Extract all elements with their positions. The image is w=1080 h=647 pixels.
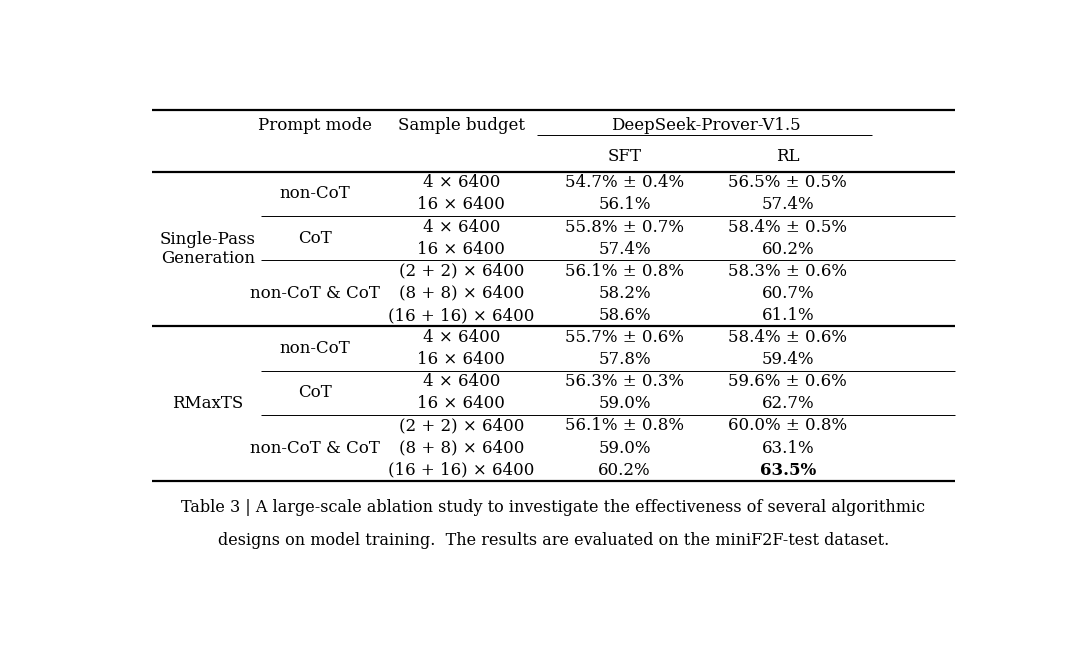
Text: 61.1%: 61.1% bbox=[761, 307, 814, 324]
Text: 57.4%: 57.4% bbox=[598, 241, 651, 258]
Text: 16 × 6400: 16 × 6400 bbox=[418, 197, 505, 214]
Text: 63.5%: 63.5% bbox=[759, 461, 816, 479]
Text: 56.5% ± 0.5%: 56.5% ± 0.5% bbox=[729, 174, 847, 192]
Text: Table 3 | A large-scale ablation study to investigate the effectiveness of sever: Table 3 | A large-scale ablation study t… bbox=[181, 499, 926, 516]
Text: (8 + 8) × 6400: (8 + 8) × 6400 bbox=[399, 285, 524, 302]
Text: 4 × 6400: 4 × 6400 bbox=[422, 329, 500, 346]
Text: Single-Pass
Generation: Single-Pass Generation bbox=[160, 231, 256, 267]
Text: non-CoT: non-CoT bbox=[280, 186, 350, 203]
Text: 56.1%: 56.1% bbox=[598, 197, 651, 214]
Text: 4 × 6400: 4 × 6400 bbox=[422, 174, 500, 192]
Text: (16 + 16) × 6400: (16 + 16) × 6400 bbox=[388, 461, 535, 479]
Text: non-CoT: non-CoT bbox=[280, 340, 350, 357]
Text: 16 × 6400: 16 × 6400 bbox=[418, 351, 505, 368]
Text: 57.4%: 57.4% bbox=[761, 197, 814, 214]
Text: 63.1%: 63.1% bbox=[761, 439, 814, 457]
Text: 58.4% ± 0.5%: 58.4% ± 0.5% bbox=[728, 219, 848, 236]
Text: 58.3% ± 0.6%: 58.3% ± 0.6% bbox=[728, 263, 848, 280]
Text: 59.0%: 59.0% bbox=[598, 395, 651, 412]
Text: 59.4%: 59.4% bbox=[761, 351, 814, 368]
Text: 58.4% ± 0.6%: 58.4% ± 0.6% bbox=[728, 329, 848, 346]
Text: 59.0%: 59.0% bbox=[598, 439, 651, 457]
Text: RL: RL bbox=[777, 148, 799, 165]
Text: 54.7% ± 0.4%: 54.7% ± 0.4% bbox=[565, 174, 685, 192]
Text: CoT: CoT bbox=[298, 384, 332, 401]
Text: 58.2%: 58.2% bbox=[598, 285, 651, 302]
Text: 56.1% ± 0.8%: 56.1% ± 0.8% bbox=[565, 263, 684, 280]
Text: Prompt mode: Prompt mode bbox=[258, 117, 372, 134]
Text: 59.6% ± 0.6%: 59.6% ± 0.6% bbox=[729, 373, 847, 390]
Text: 56.3% ± 0.3%: 56.3% ± 0.3% bbox=[565, 373, 684, 390]
Text: non-CoT & CoT: non-CoT & CoT bbox=[249, 439, 380, 457]
Text: (2 + 2) × 6400: (2 + 2) × 6400 bbox=[399, 417, 524, 434]
Text: 4 × 6400: 4 × 6400 bbox=[422, 219, 500, 236]
Text: (16 + 16) × 6400: (16 + 16) × 6400 bbox=[388, 307, 535, 324]
Text: SFT: SFT bbox=[608, 148, 642, 165]
Text: 60.7%: 60.7% bbox=[761, 285, 814, 302]
Text: Sample budget: Sample budget bbox=[397, 117, 525, 134]
Text: 16 × 6400: 16 × 6400 bbox=[418, 241, 505, 258]
Text: 57.8%: 57.8% bbox=[598, 351, 651, 368]
Text: (2 + 2) × 6400: (2 + 2) × 6400 bbox=[399, 263, 524, 280]
Text: 4 × 6400: 4 × 6400 bbox=[422, 373, 500, 390]
Text: non-CoT & CoT: non-CoT & CoT bbox=[249, 285, 380, 302]
Text: 55.8% ± 0.7%: 55.8% ± 0.7% bbox=[565, 219, 684, 236]
Text: DeepSeek-Prover-V1.5: DeepSeek-Prover-V1.5 bbox=[611, 117, 801, 134]
Text: 55.7% ± 0.6%: 55.7% ± 0.6% bbox=[565, 329, 684, 346]
Text: 58.6%: 58.6% bbox=[598, 307, 651, 324]
Text: 62.7%: 62.7% bbox=[761, 395, 814, 412]
Text: designs on model training.  The results are evaluated on the miniF2F-test datase: designs on model training. The results a… bbox=[218, 532, 889, 549]
Text: (8 + 8) × 6400: (8 + 8) × 6400 bbox=[399, 439, 524, 457]
Text: 56.1% ± 0.8%: 56.1% ± 0.8% bbox=[565, 417, 684, 434]
Text: CoT: CoT bbox=[298, 230, 332, 247]
Text: 16 × 6400: 16 × 6400 bbox=[418, 395, 505, 412]
Text: RMaxTS: RMaxTS bbox=[172, 395, 243, 412]
Text: 60.2%: 60.2% bbox=[598, 461, 651, 479]
Text: 60.0% ± 0.8%: 60.0% ± 0.8% bbox=[728, 417, 848, 434]
Text: 60.2%: 60.2% bbox=[761, 241, 814, 258]
